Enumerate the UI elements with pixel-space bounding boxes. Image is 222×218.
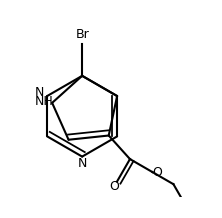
Text: N: N (77, 157, 87, 170)
Text: N: N (35, 86, 44, 99)
Text: NH: NH (34, 95, 53, 107)
Text: O: O (109, 180, 119, 193)
Text: Br: Br (75, 28, 89, 41)
Text: O: O (152, 166, 162, 179)
